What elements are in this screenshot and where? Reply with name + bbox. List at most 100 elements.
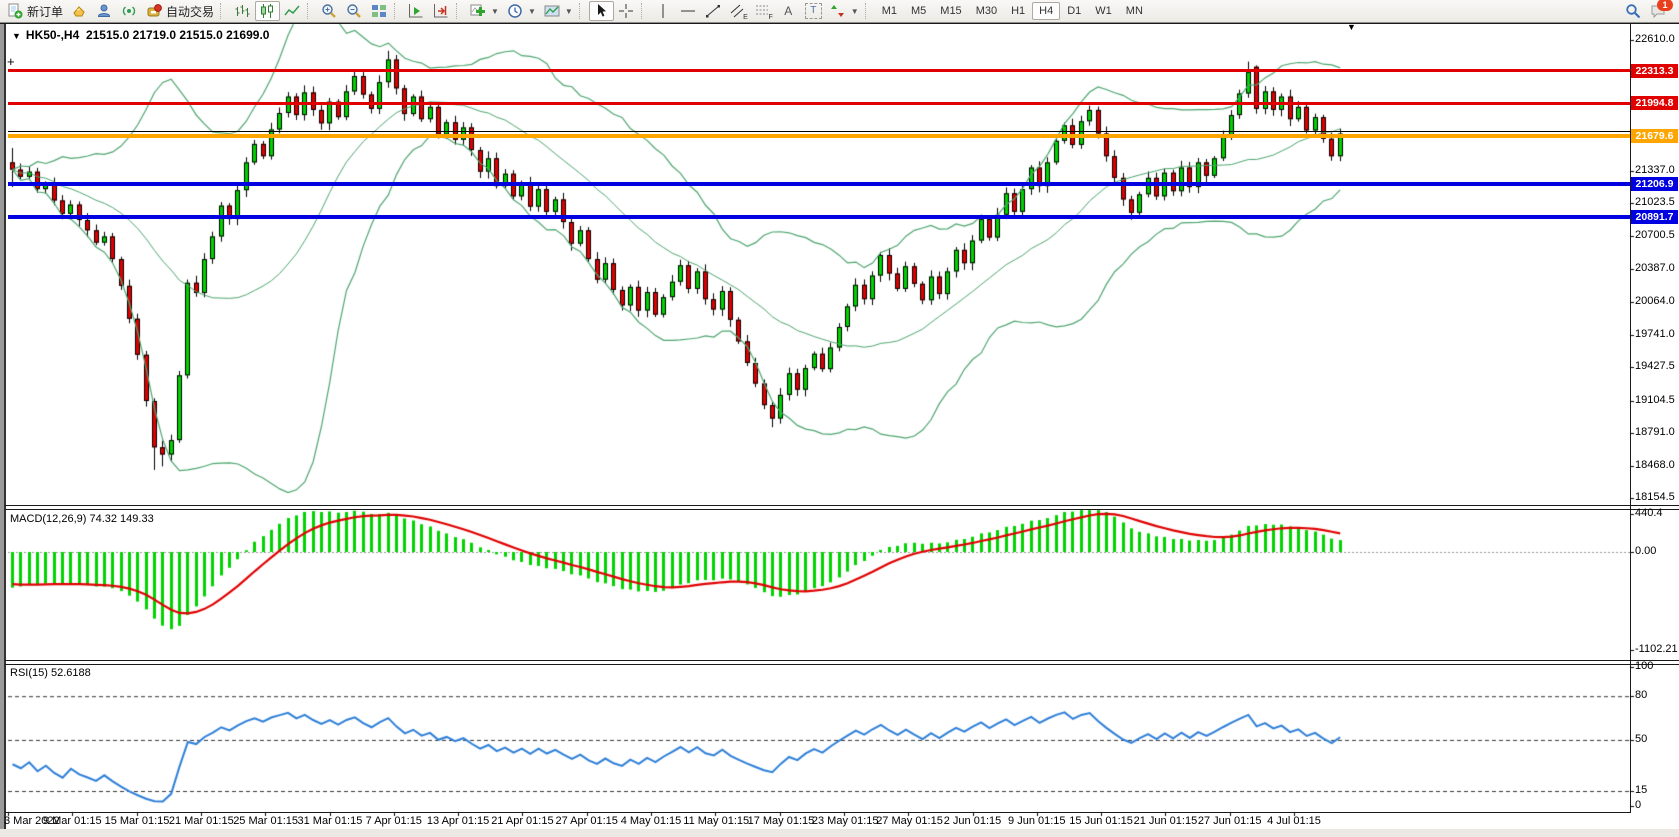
text-button[interactable]: A [776,1,801,21]
toolbar-separator [394,3,402,19]
dropdown-caret-icon: ▼ [491,6,499,16]
timeframe-h4[interactable]: H4 [1032,2,1061,20]
channel-glyph: E [743,14,748,21]
periods-button[interactable]: ▼ [503,1,540,21]
zoom-out-icon [346,3,363,19]
price-tick-label: 20064.0 [1635,294,1675,307]
crosshair-icon [618,3,635,19]
price-level-badge: 21206.9 [1631,177,1678,192]
status-strip [0,829,1679,837]
deposit-button[interactable] [67,1,92,21]
chart-border-left [4,23,6,829]
new-order-button[interactable]: 新订单 [3,1,67,21]
templates-button[interactable]: ▼ [540,1,577,21]
tile-windows-icon [371,3,388,19]
signals-button[interactable] [117,1,142,21]
horizontal-level-line[interactable] [8,182,1630,187]
notifications-button[interactable]: 1 [1646,0,1673,21]
auto-scroll-icon [408,3,425,19]
cursor-button[interactable] [588,1,614,21]
cursor-icon [593,3,610,19]
indicators-button[interactable]: ▼ [466,1,503,21]
price-tick-label: 21023.5 [1635,196,1675,209]
horizontal-line-icon [680,3,697,19]
price-tick-label: 18154.5 [1635,491,1675,504]
toolbar: 新订单 自动交易 [0,0,1679,23]
dropdown-caret-icon: ▼ [527,6,536,16]
panel-splitter[interactable] [5,505,1679,506]
horizontal-level-line[interactable] [8,69,1630,73]
timeframe-h1[interactable]: H1 [1004,2,1032,20]
horizontal-level-line[interactable] [8,130,1630,132]
time-tick-label: 4 Jul 01:15 [1267,815,1321,827]
signal-icon [121,3,138,19]
chart-title: ▼ HK50-,H4 21515.0 21719.0 21515.0 21699.… [12,28,269,42]
trendline-button[interactable] [701,1,726,21]
panel-splitter[interactable] [5,664,1679,665]
price-tick-label: 21337.0 [1635,163,1675,176]
add-indicator-icon [470,3,487,19]
timeframe-mn[interactable]: MN [1119,2,1150,20]
timeframe-m1[interactable]: M1 [875,2,904,20]
crosshair-button[interactable] [614,1,639,21]
candlestick-chart-button[interactable] [255,1,281,21]
line-chart-button[interactable] [280,1,305,21]
toolbar-right-group: 1 [1621,0,1673,21]
price-tick-label: 20387.0 [1635,261,1675,274]
fibonacci-button[interactable]: F [751,1,776,21]
time-tick-label: 21 Jun 01:15 [1133,815,1198,827]
autotrading-button[interactable]: 自动交易 [142,1,218,21]
bar-chart-icon [234,3,251,19]
chart-collapse-icon[interactable]: ▼ [12,31,21,41]
search-icon [1625,3,1642,19]
rsi-axis-label: 50 [1635,732,1648,745]
timeframe-w1[interactable]: W1 [1088,2,1119,20]
autotrading-label: 自动交易 [166,4,215,19]
tile-windows-button[interactable] [367,1,392,21]
chart-border-top [0,23,1679,24]
macd-label: MACD(12,26,9) 74.32 149.33 [10,513,154,525]
horizontal-level-line[interactable] [8,214,1630,219]
rsi-axis-label: 15 [1635,784,1648,796]
auto-scroll-button[interactable] [404,1,429,21]
text-label-icon: T [804,3,822,19]
bar-chart-button[interactable] [230,1,255,21]
search-button[interactable] [1621,1,1646,21]
vertical-line-icon [655,3,672,19]
timeframe-m15[interactable]: M15 [933,2,968,20]
panel-splitter[interactable] [5,509,1679,510]
price-tick-label: 19427.5 [1635,360,1675,373]
chart-shift-button[interactable] [429,1,454,21]
arrows-button[interactable]: ▼ [826,1,863,21]
zoom-in-button[interactable] [317,1,342,21]
horizontal-level-line[interactable] [8,101,1630,105]
price-level-badge: 21679.6 [1631,128,1678,143]
price-axis-line[interactable] [1630,24,1631,813]
candlestick-chart-icon [259,3,276,19]
zoom-out-button[interactable] [342,1,367,21]
time-tick-label: 4 May 01:15 [620,815,682,827]
accounts-button[interactable] [92,1,117,21]
fibonacci-glyph: F [768,14,773,21]
timeframe-m30[interactable]: M30 [969,2,1004,20]
timeframe-m5[interactable]: M5 [904,2,933,20]
equidistant-channel-button[interactable]: E [726,1,751,21]
timeframe-d1[interactable]: D1 [1060,2,1088,20]
panel-splitter[interactable] [5,660,1679,661]
vertical-line-button[interactable] [651,1,676,21]
chart-shift-marker[interactable]: ▼ [1347,22,1356,32]
horizontal-level-line[interactable] [8,133,1630,138]
toolbar-separator [456,3,464,19]
toolbar-separator [307,3,315,19]
time-tick-label: 15 Jun 01:15 [1069,815,1133,827]
rsi-label: RSI(15) 52.6188 [10,667,91,679]
text-label-button[interactable]: T [801,1,826,21]
toolbar-separator [220,3,228,19]
line-chart-icon [284,3,301,19]
price-tick-label: 19104.5 [1635,393,1675,406]
price-level-badge: 21994.8 [1631,96,1678,111]
horizontal-line-button[interactable] [676,1,701,21]
time-tick-label: 3 Mar 2022 [4,815,60,827]
